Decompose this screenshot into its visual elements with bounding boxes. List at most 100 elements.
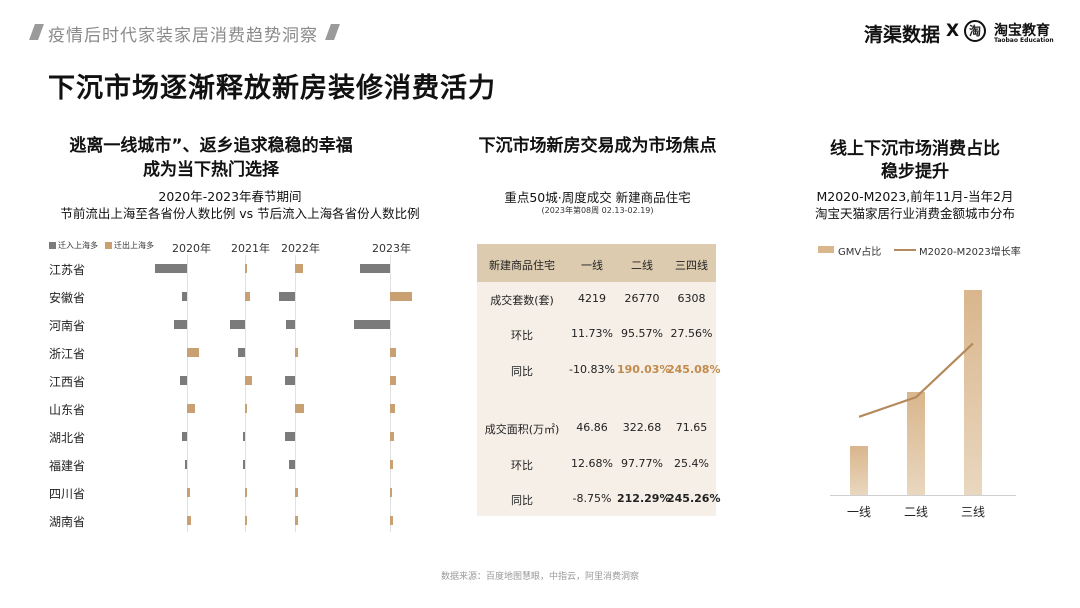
- bar-2021年-湖北省: [243, 432, 245, 441]
- table-cell: -10.83%: [569, 363, 615, 376]
- province-label: 浙江省: [49, 347, 86, 361]
- gmv-bar-一线: [850, 446, 868, 495]
- table-header-cell: 一线: [581, 259, 603, 272]
- gmv-bar-三线: [964, 289, 982, 495]
- right-chart-baseline: [830, 495, 1016, 496]
- legend-inflow-swatch: [49, 242, 56, 249]
- middle-sub: 重点50城·周度成交 新建商品住宅: [504, 190, 691, 205]
- axis-2023年: [390, 255, 391, 532]
- growth-rate-line: [858, 342, 974, 418]
- table-cell: 26770: [624, 292, 660, 305]
- province-label: 福建省: [49, 459, 86, 473]
- table-cell: 245.26%: [667, 492, 721, 505]
- table-row-label: 环比: [511, 459, 533, 472]
- year-label-2021: 2021年: [231, 242, 270, 255]
- legend-inflow-label: 迁入上海多: [58, 241, 98, 250]
- bar-2022年-浙江省: [295, 348, 298, 357]
- table-row-label: 成交面积(万㎡): [484, 423, 560, 436]
- housing-table: [477, 244, 716, 516]
- bar-2021年-四川省: [245, 488, 247, 497]
- bar-2023年-江西省: [390, 376, 397, 385]
- bar-2023年-河南省: [353, 320, 390, 329]
- right-sub-line2: 淘宝天猫家居行业消费金额城市分布: [814, 206, 1015, 221]
- brand-name: 清渠数据: [864, 24, 941, 46]
- bar-2022年-江西省: [285, 376, 295, 385]
- bar-2022年-湖北省: [285, 432, 295, 441]
- left-title-line1: 逃离一线城市”、返乡追求稳稳的幸福: [69, 136, 353, 156]
- legend-gmv-swatch: [818, 246, 834, 253]
- bar-2020年-江西省: [180, 376, 187, 385]
- axis-2020年: [187, 255, 188, 532]
- bar-2020年-安徽省: [181, 292, 187, 301]
- bar-2023年-山东省: [390, 404, 396, 413]
- bar-2022年-湖南省: [295, 516, 298, 525]
- partner-name-cn: 淘宝教育: [994, 23, 1050, 39]
- legend-outflow-label: 迁出上海多: [114, 241, 154, 250]
- legend-outflow-swatch: [105, 242, 112, 249]
- table-cell: 322.68: [622, 421, 662, 434]
- table-cell: 97.77%: [621, 457, 663, 470]
- bar-2023年-福建省: [390, 460, 393, 469]
- bar-2021年-河南省: [229, 320, 245, 329]
- bar-2023年-浙江省: [390, 348, 397, 357]
- province-label: 山东省: [49, 403, 86, 417]
- table-row-label: 同比: [511, 365, 533, 378]
- year-label-2020: 2020年: [172, 242, 211, 255]
- table-row-label: 同比: [511, 494, 533, 507]
- province-label: 江西省: [49, 375, 86, 389]
- bar-2020年-福建省: [185, 460, 187, 469]
- bar-2022年-四川省: [295, 488, 298, 497]
- bar-2020年-湖北省: [181, 432, 187, 441]
- table-cell: -8.75%: [572, 492, 612, 505]
- category-label: 一线: [847, 505, 872, 519]
- partner-name-en: Taobao Education: [994, 37, 1054, 44]
- year-label-2023: 2023年: [372, 242, 411, 255]
- table-row-label: 环比: [511, 329, 533, 342]
- axis-2021年: [245, 255, 246, 532]
- legend-gmv-label: GMV占比: [838, 247, 882, 258]
- bar-2020年-河南省: [173, 320, 187, 329]
- housing-table-header: [477, 244, 716, 282]
- bar-2022年-江苏省: [295, 264, 303, 273]
- table-cell: 95.57%: [621, 327, 663, 340]
- right-title-line2: 稳步提升: [881, 162, 949, 182]
- bar-2022年-河南省: [286, 320, 295, 329]
- header-section-title: 疫情后时代家装家居消费趋势洞察: [48, 26, 318, 46]
- page-title: 下沉市场逐渐释放新房装修消费活力: [48, 73, 496, 104]
- table-cell: 71.65: [675, 421, 708, 434]
- bar-2021年-安徽省: [245, 292, 251, 301]
- table-cell: 245.08%: [667, 363, 721, 376]
- right-title-line1: 线上下沉市场消费占比: [830, 139, 1000, 159]
- bar-2021年-浙江省: [237, 348, 245, 357]
- table-cell: 27.56%: [670, 327, 713, 340]
- bar-2020年-湖南省: [187, 516, 191, 525]
- left-title-line2: 成为当下热门选择: [143, 160, 279, 180]
- bar-2023年-湖南省: [390, 516, 393, 525]
- bar-2022年-安徽省: [279, 292, 295, 301]
- data-source-note: 数据来源：百度地图慧眼，中指云，阿里消费洞察: [440, 572, 639, 582]
- bar-2021年-江苏省: [245, 264, 247, 273]
- table-cell: 12.68%: [571, 457, 613, 470]
- table-cell: 6308: [677, 292, 706, 305]
- brand-separator: X: [946, 21, 960, 41]
- table-header-cell: 新建商品住宅: [489, 259, 555, 272]
- bar-2020年-四川省: [187, 488, 190, 497]
- bar-2021年-山东省: [245, 404, 247, 413]
- bar-2023年-湖北省: [390, 432, 395, 441]
- bar-2023年-江苏省: [359, 264, 390, 273]
- bar-2021年-江西省: [245, 376, 252, 385]
- right-sub-line1: M2020-M2023,前年11月-当年2月: [816, 189, 1014, 204]
- middle-sub-small: (2023年第08周 02.13-02.19): [541, 206, 654, 215]
- left-sub-line2: 节前流出上海至各省份人数比例 vs 节后流入上海各省份人数比例: [60, 206, 420, 221]
- table-cell: 11.73%: [571, 327, 613, 340]
- province-label: 湖南省: [49, 515, 86, 529]
- bar-2022年-山东省: [295, 404, 304, 413]
- table-header-cell: 三四线: [675, 259, 708, 272]
- bar-2020年-浙江省: [187, 348, 199, 357]
- year-label-2022: 2022年: [281, 242, 320, 255]
- category-label: 二线: [904, 505, 929, 519]
- legend-growth-swatch: [894, 249, 916, 251]
- legend-growth-label: M2020-M2023增长率: [919, 247, 1021, 258]
- province-label: 湖北省: [49, 431, 86, 445]
